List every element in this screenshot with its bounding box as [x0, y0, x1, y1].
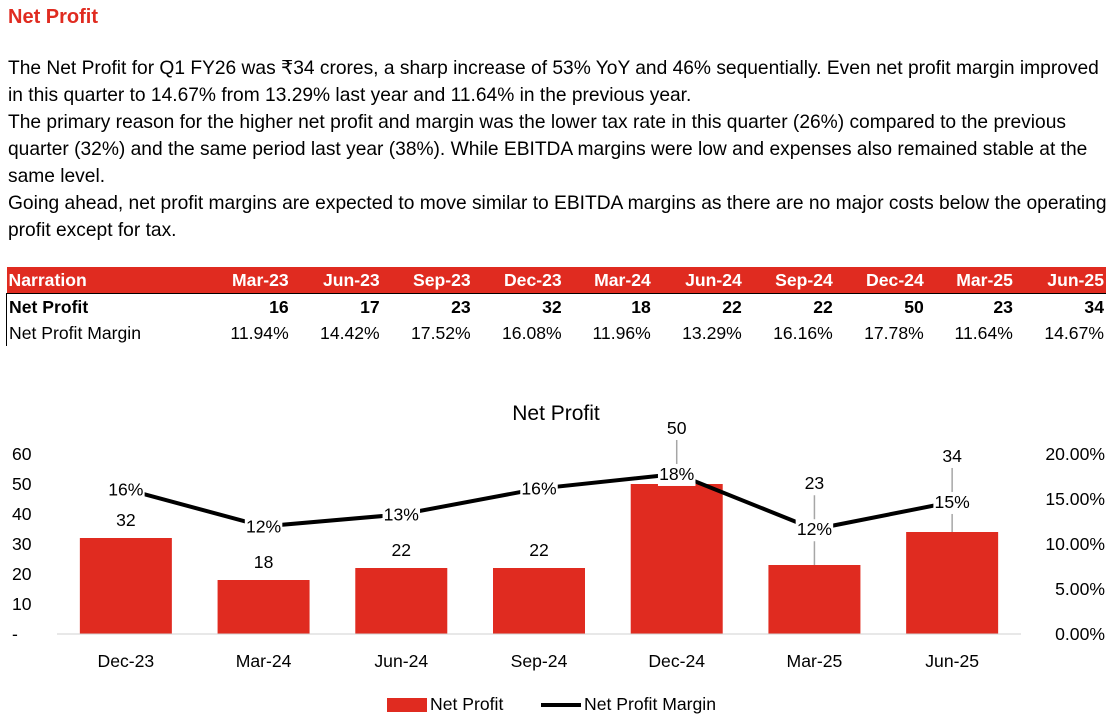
label-background [663, 417, 690, 438]
section-title: Net Profit [8, 6, 98, 28]
y-tick-left: 10 [12, 594, 32, 614]
bar-net-profit [79, 538, 172, 634]
x-tick-label: Sep-24 [511, 651, 568, 671]
chart-legend: Net Profit Net Profit Margin [387, 694, 716, 714]
x-tick-label: Mar-24 [236, 651, 292, 671]
legend-label: Net Profit Margin [584, 694, 716, 714]
table-cell: 17.52% [411, 323, 471, 343]
paragraph: The Net Profit for Q1 FY26 was ₹34 crore… [8, 58, 1099, 106]
line-data-label: 16% [521, 479, 557, 499]
table-cell: 22 [652, 293, 744, 320]
table-cell: 14.67% [1044, 323, 1104, 343]
paragraph: The primary reason for the higher net pr… [8, 112, 1088, 187]
table-cell: 14.42% [320, 323, 380, 343]
x-tick-label: Jun-24 [374, 651, 428, 671]
table-cell: 18 [563, 293, 653, 320]
label-background [520, 478, 558, 501]
line-data-label: 13% [384, 504, 420, 524]
table-cell: 32 [472, 293, 564, 320]
line-data-label: 12% [246, 516, 282, 536]
bar-net-profit [217, 580, 310, 634]
y-tick-left: 60 [12, 444, 32, 464]
bar-net-profit [355, 568, 448, 634]
bar-net-profit [768, 565, 861, 634]
label-background [801, 473, 828, 494]
x-tick-label: Jun-25 [925, 651, 979, 671]
line-data-label: 15% [935, 492, 971, 512]
legend-swatch-net-profit [387, 698, 427, 712]
y-tick-left: 30 [12, 534, 32, 554]
bar-net-profit [906, 532, 999, 634]
label-background [244, 516, 283, 539]
bar-data-label: 32 [116, 510, 136, 530]
net-profit-chart: Net Profit - 10 20 30 40 50 60 0.00% 5.00% 10.00… [12, 402, 1105, 714]
column-header: Dec-23 [472, 267, 564, 294]
y-tick-right: 10.00% [1045, 534, 1105, 554]
y-tick-left: - [12, 624, 18, 644]
y-tick-left: 40 [12, 504, 32, 524]
label-background [657, 463, 696, 486]
label-background [933, 491, 971, 514]
column-header: Jun-24 [652, 267, 744, 294]
chart-title: Net Profit [512, 402, 600, 425]
x-tick-label: Dec-23 [97, 651, 154, 671]
y-tick-right: 20.00% [1045, 444, 1105, 464]
bar-data-label: 50 [667, 418, 687, 438]
column-header: Sep-23 [381, 267, 473, 294]
x-tick-label: Mar-25 [787, 651, 843, 671]
bar-data-label: 18 [254, 552, 274, 572]
table-cell: Net Profit [5, 293, 202, 320]
column-header: Narration [6, 267, 202, 294]
table-cell: Net Profit Margin [5, 320, 202, 346]
label-background [795, 519, 834, 542]
y-tick-right: 15.00% [1045, 489, 1105, 509]
table-cell: 11.64% [954, 323, 1013, 343]
label-background [382, 504, 421, 527]
label-background [939, 445, 966, 466]
table-cell: 16.08% [502, 323, 562, 343]
column-header: Jun-25 [1014, 267, 1106, 294]
table-cell: 23 [381, 293, 473, 320]
table-cell: 34 [1014, 293, 1106, 320]
column-header: Mar-24 [563, 267, 653, 294]
table-header-row: Narration Mar-23 Jun-23 Sep-23 Dec-23 Ma… [6, 267, 1106, 294]
column-header: Jun-23 [290, 267, 382, 294]
net-profit-table: Narration Mar-23 Jun-23 Sep-23 Dec-23 Ma… [5, 267, 1107, 346]
table-cell: 22 [743, 293, 835, 320]
bar-data-label: 34 [942, 446, 962, 466]
bar-data-label: 23 [805, 473, 825, 493]
column-header: Mar-25 [925, 267, 1015, 294]
label-background [107, 479, 145, 502]
bar-net-profit [493, 568, 585, 634]
line-data-label: 18% [659, 464, 695, 484]
table-cell: 17.78% [864, 323, 924, 343]
y-tick-right: 0.00% [1055, 624, 1105, 644]
paragraph: Going ahead, net profit margins are expe… [8, 193, 1107, 241]
commentary: The Net Profit for Q1 FY26 was ₹34 crore… [8, 55, 1108, 244]
table-cell: 11.96% [592, 323, 651, 343]
line-data-label: 12% [797, 519, 833, 539]
table-cell: 50 [834, 293, 926, 320]
x-tick-label: Dec-24 [648, 651, 705, 671]
table-cell: 13.29% [682, 323, 742, 343]
bar-data-label: 22 [529, 540, 549, 560]
table-cell: 23 [925, 293, 1015, 320]
table-cell: 17 [290, 293, 382, 320]
column-header: Dec-24 [834, 267, 926, 294]
column-header: Mar-23 [201, 267, 291, 294]
column-header: Sep-24 [743, 267, 835, 294]
bar-data-label: 22 [391, 540, 411, 560]
y-tick-left: 20 [12, 564, 32, 584]
bar-net-profit [630, 484, 723, 634]
y-tick-left: 50 [12, 474, 32, 494]
table-cell: 16 [201, 293, 291, 320]
line-data-label: 16% [108, 479, 144, 499]
legend-label: Net Profit [430, 694, 503, 714]
y-tick-right: 5.00% [1055, 579, 1105, 599]
table-cell: 16.16% [773, 323, 833, 343]
table-cell: 11.94% [230, 323, 289, 343]
table-row: Net Profit Margin 11.94% 14.42% 17.52% 1… [5, 320, 1107, 346]
table-row: Net Profit 16 17 23 32 18 22 22 50 23 34 [5, 293, 1106, 320]
